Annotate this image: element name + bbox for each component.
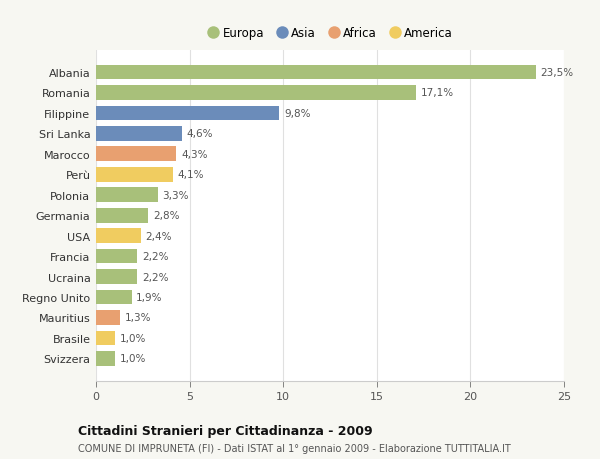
Text: 4,3%: 4,3% [181,150,208,159]
Text: 17,1%: 17,1% [421,88,454,98]
Bar [96,127,182,141]
Bar [96,351,115,366]
Bar [96,66,536,80]
Bar [96,86,416,101]
Text: 2,2%: 2,2% [142,272,169,282]
Text: 23,5%: 23,5% [541,68,574,78]
Bar [96,269,137,284]
Text: 3,3%: 3,3% [163,190,189,200]
Bar [96,188,158,203]
Text: 2,2%: 2,2% [142,252,169,262]
Bar [96,106,280,121]
Text: 1,0%: 1,0% [119,333,146,343]
Bar [96,229,141,243]
Text: 1,9%: 1,9% [136,292,163,302]
Text: 4,1%: 4,1% [178,170,204,180]
Bar [96,290,131,305]
Text: 2,4%: 2,4% [146,231,172,241]
Bar [96,147,176,162]
Text: 9,8%: 9,8% [284,109,311,119]
Text: 1,3%: 1,3% [125,313,152,323]
Bar [96,208,148,223]
Bar [96,168,173,182]
Text: Cittadini Stranieri per Cittadinanza - 2009: Cittadini Stranieri per Cittadinanza - 2… [78,424,373,437]
Legend: Europa, Asia, Africa, America: Europa, Asia, Africa, America [207,27,453,39]
Text: 1,0%: 1,0% [119,353,146,364]
Text: 2,8%: 2,8% [153,211,179,221]
Bar [96,249,137,264]
Text: 4,6%: 4,6% [187,129,213,139]
Bar [96,331,115,346]
Bar [96,310,121,325]
Text: COMUNE DI IMPRUNETA (FI) - Dati ISTAT al 1° gennaio 2009 - Elaborazione TUTTITAL: COMUNE DI IMPRUNETA (FI) - Dati ISTAT al… [78,443,511,453]
